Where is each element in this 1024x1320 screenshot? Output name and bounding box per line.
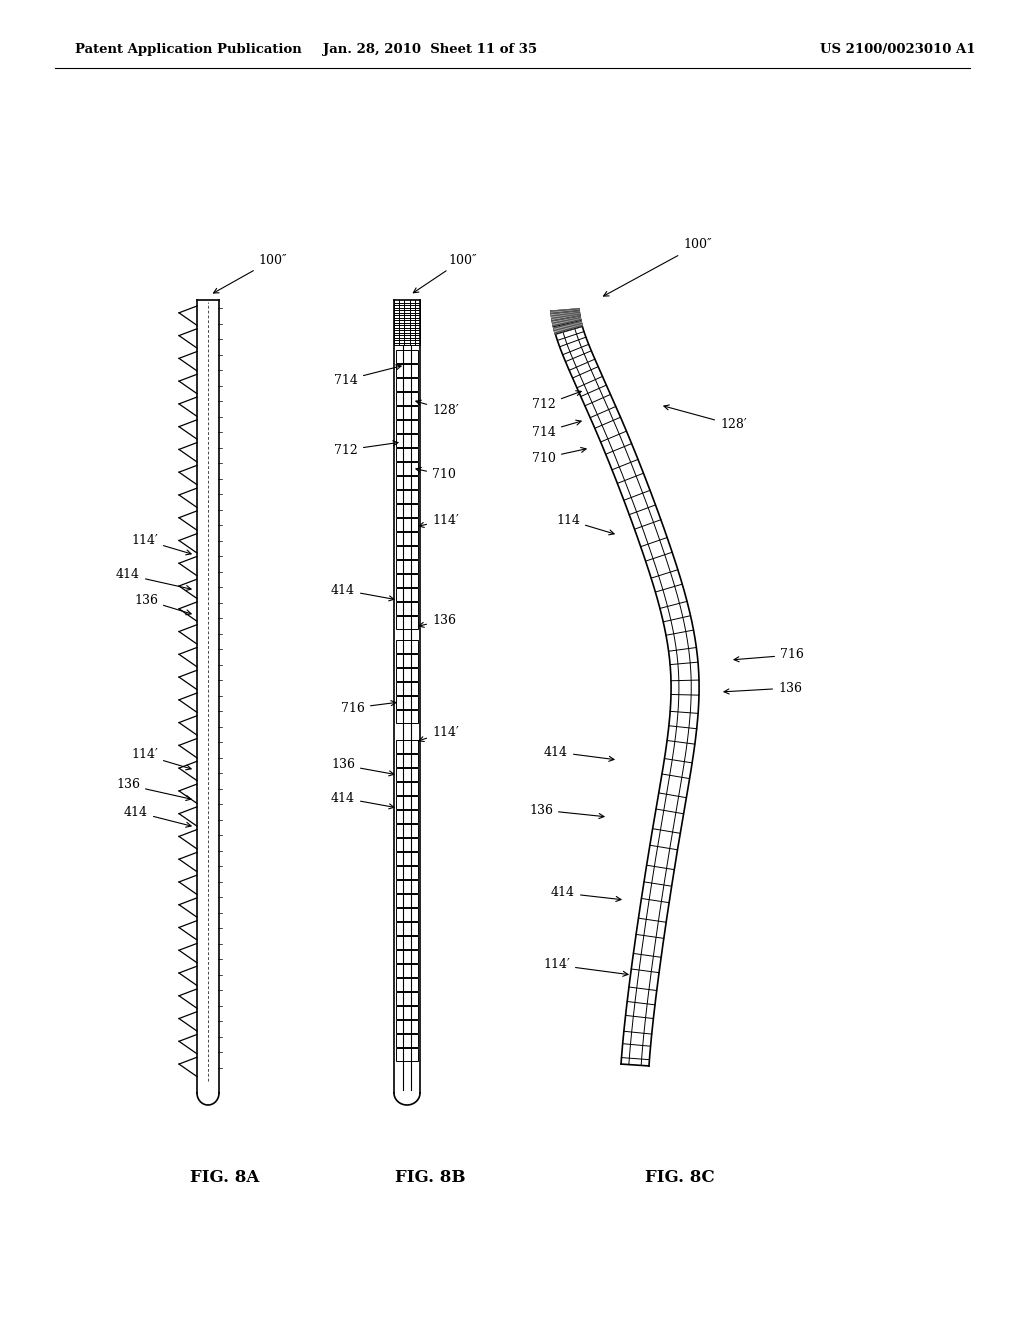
Bar — [396, 434, 418, 447]
Bar — [396, 696, 418, 709]
Text: 414: 414 — [116, 569, 191, 590]
Text: 136: 136 — [419, 614, 456, 627]
Text: 136: 136 — [331, 759, 394, 776]
Bar — [396, 950, 418, 964]
Text: 414: 414 — [551, 887, 621, 902]
Text: 712: 712 — [334, 441, 398, 457]
Text: 716: 716 — [341, 701, 396, 714]
Bar — [396, 517, 418, 531]
Bar — [396, 1034, 418, 1047]
Text: US 2100/0023010 A1: US 2100/0023010 A1 — [820, 44, 976, 57]
Text: 710: 710 — [532, 447, 586, 465]
Bar — [396, 894, 418, 907]
Bar — [396, 653, 418, 667]
Bar — [396, 602, 418, 615]
Text: Patent Application Publication: Patent Application Publication — [75, 44, 302, 57]
Bar — [396, 560, 418, 573]
Bar — [396, 532, 418, 545]
Bar — [396, 710, 418, 723]
Bar — [396, 378, 418, 391]
Text: 100″: 100″ — [603, 239, 712, 296]
Bar — [396, 447, 418, 461]
Text: 136: 136 — [529, 804, 604, 818]
Bar — [396, 768, 418, 781]
Text: 100″: 100″ — [414, 253, 476, 293]
Text: 414: 414 — [544, 746, 614, 762]
Bar — [396, 936, 418, 949]
Bar — [396, 420, 418, 433]
Text: 114′: 114′ — [419, 726, 459, 742]
Bar — [396, 477, 418, 488]
Text: FIG. 8A: FIG. 8A — [190, 1168, 260, 1185]
Bar — [396, 824, 418, 837]
Text: 716: 716 — [734, 648, 804, 661]
Bar — [396, 364, 418, 378]
Text: 414: 414 — [124, 805, 191, 828]
Bar — [396, 574, 418, 587]
Text: 114′: 114′ — [131, 533, 191, 554]
Bar — [396, 462, 418, 475]
Bar — [396, 616, 418, 630]
Bar — [396, 682, 418, 696]
Text: 710: 710 — [416, 467, 456, 482]
Text: 712: 712 — [532, 391, 582, 412]
Bar — [396, 490, 418, 503]
Text: 114′: 114′ — [419, 513, 459, 528]
Bar — [396, 741, 418, 752]
Bar — [396, 796, 418, 809]
Text: 114′: 114′ — [543, 958, 628, 977]
Bar — [396, 668, 418, 681]
Bar — [396, 640, 418, 653]
Bar — [396, 810, 418, 822]
Text: 714: 714 — [334, 364, 401, 387]
Bar — [396, 754, 418, 767]
Bar — [396, 392, 418, 405]
Bar — [396, 407, 418, 418]
Text: 136: 136 — [724, 681, 802, 694]
Bar — [396, 908, 418, 921]
Text: 136: 136 — [134, 594, 191, 615]
Text: 128′: 128′ — [664, 405, 746, 432]
Text: 114: 114 — [556, 513, 614, 535]
Bar — [396, 781, 418, 795]
Text: FIG. 8B: FIG. 8B — [394, 1168, 465, 1185]
Bar — [396, 921, 418, 935]
Bar — [396, 1020, 418, 1034]
Bar — [396, 546, 418, 558]
Bar — [396, 587, 418, 601]
Bar — [396, 851, 418, 865]
Text: 100″: 100″ — [214, 253, 287, 293]
Bar — [396, 880, 418, 894]
Text: 414: 414 — [331, 792, 394, 809]
Bar — [396, 978, 418, 991]
Bar — [396, 1006, 418, 1019]
Bar — [396, 866, 418, 879]
Text: 114′: 114′ — [131, 748, 191, 770]
Bar — [396, 350, 418, 363]
Text: 414: 414 — [331, 583, 394, 601]
Text: 136: 136 — [116, 779, 191, 800]
Text: Jan. 28, 2010  Sheet 11 of 35: Jan. 28, 2010 Sheet 11 of 35 — [323, 44, 537, 57]
Text: 128′: 128′ — [416, 400, 459, 417]
Text: 714: 714 — [532, 420, 582, 438]
Bar — [396, 1048, 418, 1061]
Text: FIG. 8C: FIG. 8C — [645, 1168, 715, 1185]
Polygon shape — [551, 309, 583, 334]
Bar — [396, 838, 418, 851]
Bar — [396, 964, 418, 977]
Bar — [396, 993, 418, 1005]
Bar — [396, 504, 418, 517]
